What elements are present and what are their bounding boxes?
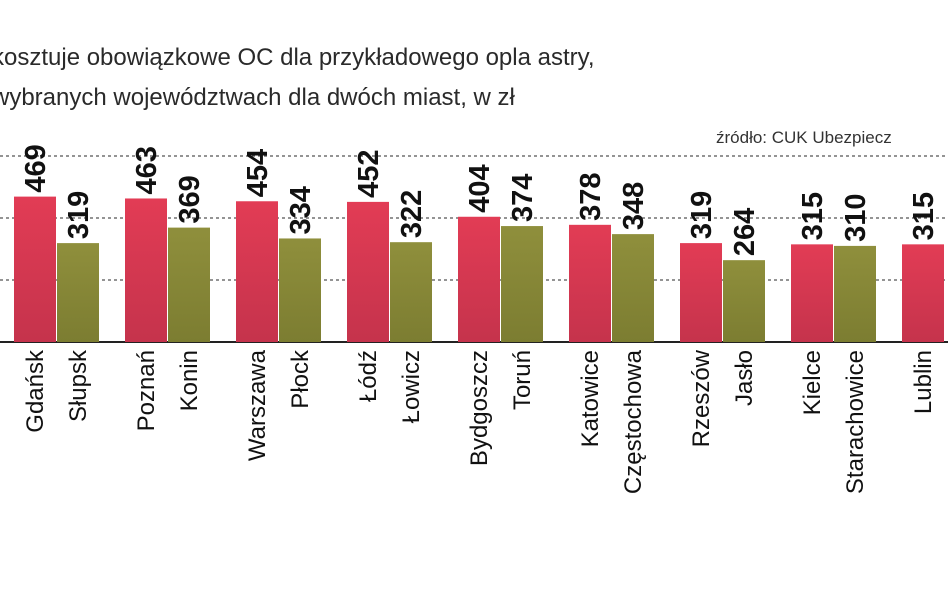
bar-Słupsk xyxy=(57,243,99,342)
value-label: 452 xyxy=(353,149,385,197)
value-label: 310 xyxy=(840,194,872,242)
chart-title: kosztuje obowiązkowe OC dla przykładoweg… xyxy=(0,38,595,118)
bar-Bydgoszcz xyxy=(458,216,500,342)
bar-Jasło xyxy=(723,260,765,342)
value-label: 319 xyxy=(63,191,95,239)
chart-title-line-2: wybranych województwach dla dwóch miast,… xyxy=(0,84,515,111)
category-label: Poznań xyxy=(133,350,160,431)
category-label: Konin xyxy=(176,350,203,411)
source-note: źródło: CUK Ubezpiecz xyxy=(716,128,892,147)
value-label: 369 xyxy=(174,175,206,223)
bar-Rzeszów xyxy=(680,243,722,342)
value-label: 334 xyxy=(285,186,317,234)
value-label: 463 xyxy=(131,146,163,194)
bar-Częstochowa xyxy=(612,234,654,342)
category-label: Rzeszów xyxy=(688,349,715,447)
bar-Lublin xyxy=(902,244,944,342)
bar-Katowice xyxy=(569,224,611,342)
category-label: Katowice xyxy=(577,350,604,447)
bar-Płock xyxy=(279,238,321,342)
value-label: 469 xyxy=(20,144,52,192)
bar-Poznań xyxy=(125,198,167,342)
value-label: 315 xyxy=(797,192,829,240)
category-label: Bydgoszcz xyxy=(466,350,493,466)
category-label: Jasło xyxy=(731,350,758,406)
chart-title-line-1: kosztuje obowiązkowe OC dla przykładoweg… xyxy=(0,44,595,71)
bar-Łódź xyxy=(347,201,389,342)
bar-Warszawa xyxy=(236,201,278,342)
bar-Konin xyxy=(168,227,210,342)
value-label: 454 xyxy=(242,149,274,197)
category-label: Gdańsk xyxy=(22,349,49,433)
category-label: Kielce xyxy=(799,350,826,415)
bar-Gdańsk xyxy=(14,196,56,342)
value-label: 264 xyxy=(729,208,761,256)
category-label: Toruń xyxy=(509,350,536,410)
category-label: Łódź xyxy=(355,350,382,402)
category-label: Lublin xyxy=(910,350,937,414)
bar-Starachowice xyxy=(834,245,876,342)
value-label: 374 xyxy=(507,174,539,222)
category-label: Starachowice xyxy=(842,350,869,494)
category-label: Częstochowa xyxy=(620,349,647,494)
value-label: 348 xyxy=(618,182,650,230)
value-label: 315 xyxy=(908,192,940,240)
bar-Łowicz xyxy=(390,242,432,342)
value-label: 404 xyxy=(464,164,496,212)
value-label: 319 xyxy=(686,191,718,239)
category-label: Płock xyxy=(287,349,314,409)
value-label: 378 xyxy=(575,172,607,220)
category-label: Słupsk xyxy=(65,349,92,422)
category-label: Warszawa xyxy=(244,349,271,461)
value-label: 322 xyxy=(396,190,428,238)
category-label: Łowicz xyxy=(398,350,425,423)
bar-Toruń xyxy=(501,226,543,342)
bar-Kielce xyxy=(791,244,833,342)
